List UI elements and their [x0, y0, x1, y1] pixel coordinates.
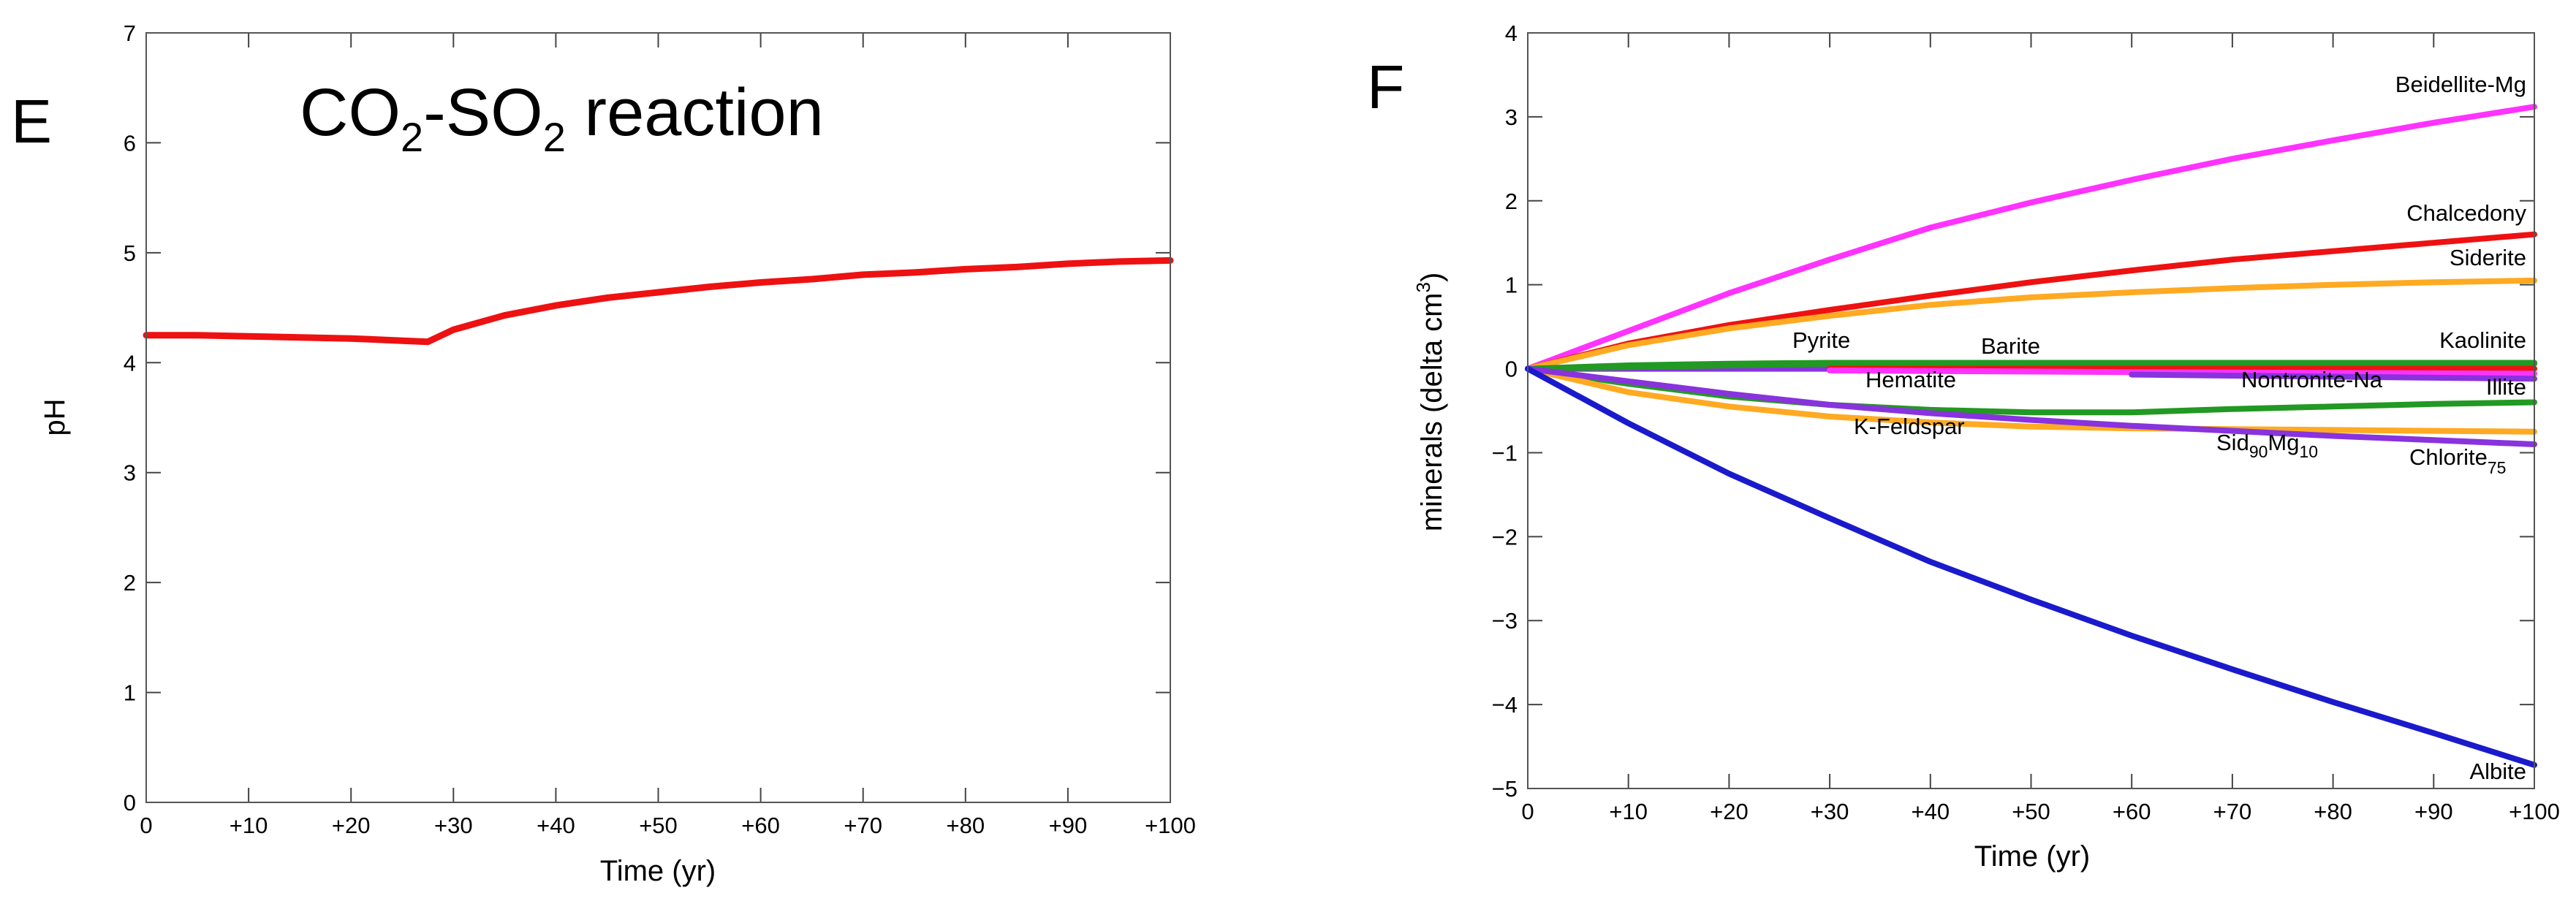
series-line-albite	[1525, 365, 2537, 768]
panel-e-y-tick-label: 1	[124, 680, 136, 706]
label-pyrite: Pyrite	[1792, 327, 1850, 353]
panel-f-x-tick-label: +30	[1811, 799, 1849, 824]
panel-e-x-tick-label: +90	[1049, 813, 1088, 838]
panel-f-y-tick-label: −1	[1492, 440, 1518, 466]
panel-f-y-tick-label: −5	[1492, 776, 1518, 802]
panel-f-x-tick-label: +20	[1710, 799, 1749, 824]
panel-e-plot-frame	[145, 32, 1171, 803]
label-illite: Illite	[2486, 374, 2526, 400]
series-line-sid90mg10	[1525, 365, 2537, 435]
panel-f-x-tick-label: +50	[2012, 799, 2050, 824]
panel-f-x-tick-label: +40	[1912, 799, 1950, 824]
label-chlorite75: Chlorite75	[2409, 444, 2506, 477]
panel-f-x-tick-label: +60	[2113, 799, 2151, 824]
panel-e-y-tick-labels: 0 1 2 3 4 5 6 7	[124, 20, 136, 816]
panel-f-x-tick-label: +70	[2213, 799, 2252, 824]
panel-e-title: CO2-SO2 reaction	[300, 75, 824, 160]
panel-e-y-tick-label: 7	[124, 20, 136, 46]
panel-f-y-tick-label: 1	[1505, 273, 1518, 298]
series-line-ph	[143, 256, 1174, 346]
panel-f-y-axis-title: minerals (delta cm3)	[1412, 273, 1448, 532]
label-hematite: Hematite	[1865, 367, 1956, 392]
panel-f-x-axis-title: Time (yr)	[1974, 840, 2090, 873]
panel-f-letter: F	[1367, 53, 1404, 121]
panel-e-x-tick-label: +10	[230, 813, 268, 838]
panel-e-x-tick-label: +50	[639, 813, 678, 838]
panel-f-y-tick-label: −3	[1492, 608, 1518, 634]
panel-e-y-tick-label: 4	[124, 350, 136, 376]
panel-e: E CO2-SO2 reaction 0 +10 +20 +30 +40 +50 +60 +7…	[11, 20, 1196, 887]
panel-f-x-tick-label: +10	[1609, 799, 1648, 824]
panel-e-x-tick-label: +20	[332, 813, 371, 838]
panel-f-series	[1525, 104, 2537, 768]
panel-f-y-tick-label: 3	[1505, 104, 1518, 130]
panel-f-x-tick-label: +90	[2414, 799, 2453, 824]
panel-f-x-tick-labels: 0 +10 +20 +30 +40 +50 +60 +70 +80 +90 +100	[1521, 799, 2560, 824]
series-line-barite	[1525, 360, 2537, 372]
panel-e-x-tick-label: +70	[844, 813, 882, 838]
panel-e-y-axis-title: pH	[39, 398, 71, 436]
panel-e-y-tick-label: 0	[124, 790, 136, 816]
panel-e-letter: E	[11, 87, 52, 156]
panel-f-x-tick-label: +100	[2509, 799, 2560, 824]
label-albite: Albite	[2469, 759, 2526, 784]
label-siderite: Siderite	[2450, 245, 2526, 270]
panel-e-x-tick-label: +40	[537, 813, 575, 838]
panel-e-x-tick-label: 0	[140, 813, 152, 838]
label-k-feldspar: K-Feldspar	[1854, 414, 1965, 439]
panel-f-y-tick-labels: −5 −4 −3 −2 −1 0 1 2 3 4	[1492, 20, 1518, 802]
panel-f-y-tick-label: 2	[1505, 189, 1518, 214]
panel-e-x-tick-labels: 0 +10 +20 +30 +40 +50 +60 +70 +80 +90 +100	[140, 813, 1196, 838]
label-nontronite-na: Nontronite-Na	[2241, 367, 2383, 392]
panel-f-plot-frame	[1527, 32, 2535, 789]
panel-e-x-tick-label: +100	[1145, 813, 1196, 838]
label-barite: Barite	[1981, 333, 2040, 359]
label-sid90mg10: Sid90Mg10	[2216, 430, 2318, 461]
panel-e-x-tick-label: +30	[434, 813, 473, 838]
panel-f-y-tick-label: 0	[1505, 357, 1518, 382]
panel-f-x-tick-label: +80	[2314, 799, 2352, 824]
panel-e-y-tick-label: 6	[124, 130, 136, 156]
panel-f-y-tick-label: −4	[1492, 692, 1518, 718]
label-chalcedony: Chalcedony	[2406, 200, 2526, 226]
series-line-beidellite-mg	[1525, 104, 2537, 372]
label-beidellite-mg: Beidellite-Mg	[2395, 72, 2526, 97]
panel-f-x-tick-label: 0	[1521, 799, 1534, 824]
panel-e-y-tick-label: 3	[124, 460, 136, 486]
panel-e-x-tick-label: +80	[947, 813, 985, 838]
panel-e-x-tick-label: +60	[741, 813, 780, 838]
series-line-siderite	[1525, 277, 2537, 372]
panel-e-y-tick-label: 2	[124, 570, 136, 596]
panel-e-x-axis-title: Time (yr)	[600, 855, 716, 887]
panel-f-y-tick-label: −2	[1492, 524, 1518, 550]
series-line-illite	[2129, 371, 2537, 382]
label-kaolinite: Kaolinite	[2439, 327, 2526, 353]
panel-e-series	[143, 256, 1174, 346]
series-line-chlorite75	[1525, 365, 2537, 447]
panel-f-y-tick-label: 4	[1505, 20, 1518, 46]
panel-f: F 0 +10 +20 +30 +40 +50 +60 +70 +80 +90 +100 −5−4−…	[1367, 20, 2560, 873]
panel-e-y-tick-label: 5	[124, 240, 136, 266]
